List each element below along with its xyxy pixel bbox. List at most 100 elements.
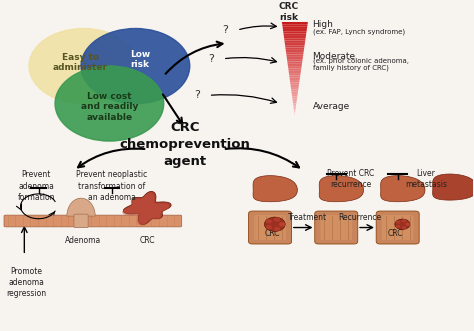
Polygon shape (123, 191, 171, 224)
Polygon shape (286, 52, 303, 55)
FancyBboxPatch shape (376, 211, 419, 244)
Polygon shape (282, 22, 308, 24)
Text: Low cost
and readily
available: Low cost and readily available (81, 92, 138, 122)
Text: CRC: CRC (264, 229, 280, 238)
Polygon shape (293, 103, 296, 106)
Text: ?: ? (222, 25, 228, 35)
Polygon shape (291, 85, 299, 87)
Polygon shape (290, 78, 300, 80)
Circle shape (266, 219, 272, 223)
Circle shape (396, 225, 401, 228)
Polygon shape (283, 31, 307, 33)
Polygon shape (291, 87, 299, 89)
FancyBboxPatch shape (320, 215, 352, 240)
Polygon shape (284, 41, 305, 43)
Circle shape (29, 28, 138, 104)
FancyBboxPatch shape (248, 211, 292, 244)
Polygon shape (289, 71, 301, 73)
Polygon shape (122, 193, 169, 226)
Polygon shape (294, 108, 296, 110)
FancyBboxPatch shape (315, 211, 358, 244)
Text: Low
risk: Low risk (130, 50, 150, 69)
Polygon shape (254, 176, 297, 201)
Polygon shape (285, 43, 305, 45)
Text: Liver
metastasis: Liver metastasis (405, 169, 447, 189)
Text: Moderate: Moderate (313, 52, 356, 61)
Polygon shape (292, 99, 297, 101)
Polygon shape (288, 64, 302, 66)
Polygon shape (381, 176, 425, 202)
Text: Treatment: Treatment (288, 213, 328, 222)
Circle shape (81, 28, 190, 104)
Text: Promote
adenoma
regression: Promote adenoma regression (7, 267, 47, 298)
FancyBboxPatch shape (382, 215, 413, 240)
Text: Adenoma: Adenoma (65, 236, 101, 245)
Text: CRC: CRC (388, 229, 403, 238)
Polygon shape (290, 82, 299, 85)
Polygon shape (285, 48, 304, 50)
Circle shape (279, 222, 285, 226)
Circle shape (405, 223, 410, 226)
Polygon shape (291, 89, 298, 92)
Polygon shape (433, 174, 474, 200)
Text: CRC
chemoprevention
agent: CRC chemoprevention agent (119, 121, 250, 168)
Polygon shape (287, 62, 302, 64)
Polygon shape (289, 73, 301, 75)
Polygon shape (67, 198, 95, 216)
Text: Average: Average (313, 102, 350, 111)
Polygon shape (287, 59, 302, 62)
Polygon shape (381, 176, 424, 201)
Text: Prevent neoplastic
transformation of
an adenoma: Prevent neoplastic transformation of an … (76, 170, 147, 202)
Polygon shape (292, 94, 298, 96)
Circle shape (274, 227, 280, 231)
Polygon shape (284, 36, 306, 38)
Text: CRC
risk: CRC risk (279, 2, 299, 22)
Polygon shape (286, 55, 303, 57)
Polygon shape (285, 45, 305, 48)
Circle shape (266, 225, 272, 229)
Polygon shape (286, 50, 304, 52)
Polygon shape (294, 110, 295, 113)
Circle shape (402, 226, 406, 229)
Circle shape (274, 217, 280, 222)
Text: CRC: CRC (139, 236, 155, 245)
FancyBboxPatch shape (74, 214, 88, 227)
Polygon shape (253, 176, 297, 202)
Polygon shape (288, 69, 301, 71)
Polygon shape (292, 92, 298, 94)
Circle shape (405, 223, 410, 226)
Text: Easy to
administer: Easy to administer (53, 53, 108, 72)
Text: Prevent
adenoma
formation: Prevent adenoma formation (18, 170, 55, 202)
Text: Recurrence: Recurrence (338, 213, 382, 222)
Polygon shape (283, 33, 306, 36)
Text: Prevent CRC
recurrence: Prevent CRC recurrence (327, 169, 374, 189)
Circle shape (402, 219, 406, 222)
Polygon shape (283, 26, 307, 29)
Text: ?: ? (194, 90, 200, 100)
Polygon shape (288, 66, 301, 69)
Polygon shape (293, 101, 297, 103)
Polygon shape (294, 113, 295, 115)
Polygon shape (284, 38, 306, 41)
Text: High: High (313, 20, 334, 29)
Polygon shape (320, 176, 363, 201)
FancyBboxPatch shape (4, 215, 182, 227)
Polygon shape (282, 24, 308, 26)
Polygon shape (319, 176, 364, 202)
Polygon shape (290, 80, 300, 82)
Text: ?: ? (208, 54, 214, 64)
Circle shape (264, 217, 285, 231)
Polygon shape (292, 96, 297, 99)
Polygon shape (287, 57, 303, 59)
Circle shape (395, 219, 410, 229)
Circle shape (279, 222, 285, 226)
FancyBboxPatch shape (254, 215, 286, 240)
Polygon shape (289, 75, 301, 78)
Text: (ex. FAP, Lynch syndrome): (ex. FAP, Lynch syndrome) (313, 28, 405, 35)
Polygon shape (293, 106, 296, 108)
Polygon shape (283, 29, 307, 31)
Circle shape (55, 66, 164, 141)
Circle shape (396, 220, 401, 224)
Text: (ex. prior colonic adenoma,
family history of CRC): (ex. prior colonic adenoma, family histo… (313, 57, 409, 71)
Polygon shape (433, 174, 474, 200)
